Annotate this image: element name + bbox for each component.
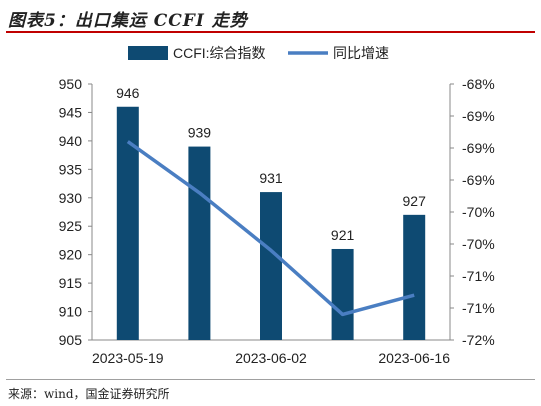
y-left-tick-label: 920 <box>59 247 83 263</box>
y-right-tick-label: -71% <box>462 268 495 284</box>
bar-data-label: 927 <box>403 193 427 209</box>
y-right-tick-label: -71% <box>462 300 495 316</box>
y-right-tick-label: -69% <box>462 108 495 124</box>
title-rule <box>6 31 535 33</box>
y-left-tick-label: 905 <box>59 332 83 348</box>
y-left-tick-label: 925 <box>59 218 83 234</box>
y-right-tick-label: -70% <box>462 236 495 252</box>
y-right-tick-label: -69% <box>462 140 495 156</box>
y-left-tick-label: 935 <box>59 161 83 177</box>
y-right-tick-label: -72% <box>462 332 495 348</box>
y-left-tick-label: 945 <box>59 104 83 120</box>
bar-data-label: 931 <box>259 170 283 186</box>
bar <box>188 146 211 340</box>
bar-data-label: 946 <box>116 85 140 101</box>
y-left-tick-label: 910 <box>59 304 83 320</box>
footer-rule <box>6 379 535 380</box>
bar <box>116 106 139 340</box>
bar <box>403 214 426 340</box>
legend-bar-label: CCFI:综合指数 <box>173 45 266 61</box>
y-left-tick-label: 950 <box>59 76 83 92</box>
bar <box>260 192 282 340</box>
x-tick-label: 2023-05-19 <box>92 350 164 366</box>
bar-data-label: 921 <box>331 227 355 243</box>
chart-title: 图表5：出口集运 CCFI 走势 <box>8 11 248 31</box>
y-left-tick-label: 940 <box>59 133 83 149</box>
x-tick-label: 2023-06-02 <box>235 350 307 366</box>
y-right-tick-label: -68% <box>462 76 495 92</box>
source-note: 来源：wind，国金证券研究所 <box>8 387 170 401</box>
bar <box>331 248 354 340</box>
legend-bar-swatch <box>128 46 168 60</box>
y-right-tick-label: -70% <box>462 204 495 220</box>
y-left-tick-label: 930 <box>59 190 83 206</box>
bar-data-label: 939 <box>188 125 212 141</box>
y-right-tick-label: -69% <box>462 172 495 188</box>
growth-line <box>126 140 415 317</box>
y-left-tick-label: 915 <box>59 275 83 291</box>
x-tick-label: 2023-06-16 <box>378 350 450 366</box>
legend-line-label: 同比增速 <box>333 45 389 61</box>
